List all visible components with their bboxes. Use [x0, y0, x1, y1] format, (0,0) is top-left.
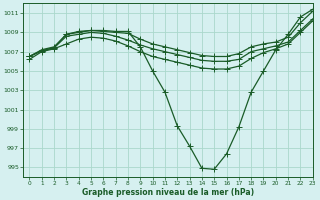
X-axis label: Graphe pression niveau de la mer (hPa): Graphe pression niveau de la mer (hPa): [82, 188, 254, 197]
